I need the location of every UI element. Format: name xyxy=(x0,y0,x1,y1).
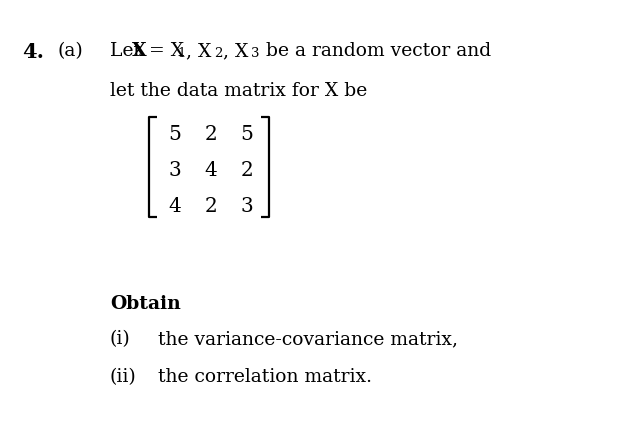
Text: Let: Let xyxy=(110,42,147,60)
Text: (ii): (ii) xyxy=(110,368,137,386)
Text: 2: 2 xyxy=(214,47,222,60)
Text: 2: 2 xyxy=(205,125,218,144)
Text: 3: 3 xyxy=(241,197,253,216)
Text: 3: 3 xyxy=(251,47,260,60)
Text: 2: 2 xyxy=(241,161,253,180)
Text: the correlation matrix.: the correlation matrix. xyxy=(158,368,372,386)
Text: 3: 3 xyxy=(169,161,182,180)
Text: 4.: 4. xyxy=(22,42,44,62)
Text: 5: 5 xyxy=(169,125,182,144)
Text: , X: , X xyxy=(223,42,249,60)
Text: , X: , X xyxy=(186,42,211,60)
Text: (i): (i) xyxy=(110,330,131,348)
Text: 4: 4 xyxy=(205,161,218,180)
Text: (a): (a) xyxy=(58,42,84,60)
Text: 2: 2 xyxy=(205,197,218,216)
Text: let the data matrix for X be: let the data matrix for X be xyxy=(110,82,367,100)
Text: the variance-covariance matrix,: the variance-covariance matrix, xyxy=(158,330,458,348)
Text: 4: 4 xyxy=(169,197,182,216)
Text: Obtain: Obtain xyxy=(110,295,181,313)
Text: X: X xyxy=(132,42,147,60)
Text: be a random vector and: be a random vector and xyxy=(260,42,491,60)
Text: 5: 5 xyxy=(241,125,254,144)
Text: 1: 1 xyxy=(177,47,185,60)
Text: = X: = X xyxy=(143,42,184,60)
